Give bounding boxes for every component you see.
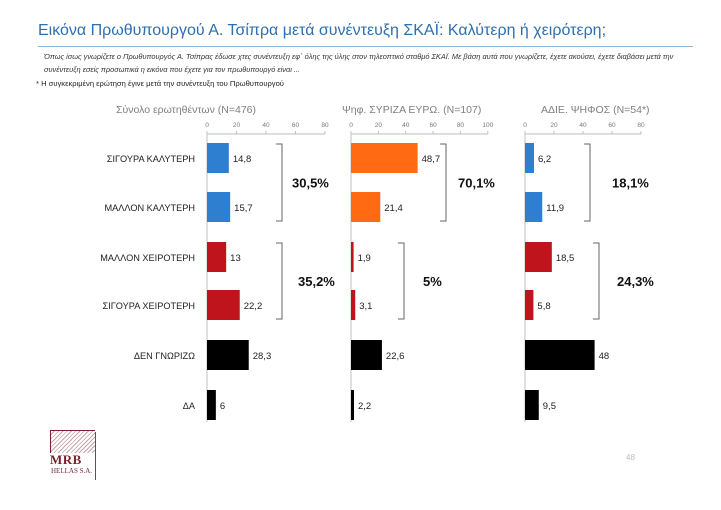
- bar: [207, 390, 216, 420]
- x-tick-label: 0: [349, 122, 353, 129]
- x-tick-label: 60: [292, 122, 300, 129]
- bar: [351, 390, 355, 420]
- group-total-label: 70,1%: [458, 176, 495, 191]
- title-underline: [38, 46, 693, 47]
- bar: [525, 390, 539, 420]
- bar: [351, 192, 381, 222]
- panel-title: Ψηφ. ΣΥΡΙΖΑ ΕΥΡΩ. (N=107): [342, 104, 481, 116]
- group-total-label: 18,1%: [612, 176, 649, 191]
- group-bracket: [593, 242, 600, 320]
- panel-title: ΑΔΙΕ. ΨΗΦΟΣ (N=54*): [541, 104, 650, 116]
- x-tick-label: 80: [321, 122, 329, 129]
- x-tick-label: 40: [402, 122, 410, 129]
- bar-value-label: 3,1: [359, 301, 372, 312]
- bar: [525, 340, 595, 370]
- group-bracket: [276, 143, 283, 222]
- bar-value-label: 1,9: [358, 253, 371, 264]
- bar: [207, 340, 249, 370]
- logo-pattern: [50, 430, 95, 453]
- category-label: ΣΙΓΟΥΡΑ ΧΕΙΡΟΤΕΡΗ: [103, 301, 195, 311]
- bar: [525, 143, 534, 173]
- question-text: Όπως ίσως γνωρίζετε ο Πρωθυπουργός Α. Τσ…: [44, 52, 674, 74]
- bar-value-label: 22,6: [386, 351, 405, 362]
- x-tick-label: 80: [457, 122, 465, 129]
- bar-value-label: 21,4: [384, 203, 403, 214]
- category-label: ΜΑΛΛΟΝ ΧΕΙΡΟΤΕΡΗ: [100, 253, 195, 263]
- bar-value-label: 11,9: [546, 203, 564, 214]
- bar: [351, 340, 382, 370]
- page-number: 48: [626, 453, 635, 462]
- group-total-label: 30,5%: [292, 176, 329, 191]
- bar-value-label: 22,2: [244, 301, 263, 312]
- x-tick-label: 60: [429, 122, 437, 129]
- bar: [207, 143, 229, 173]
- category-label: ΜΑΛΛΟΝ ΚΑΛΥΤΕΡΗ: [104, 203, 195, 213]
- bar-value-label: 2,2: [358, 401, 371, 412]
- bar: [207, 192, 231, 222]
- bar-value-label: 15,7: [234, 203, 253, 214]
- x-tick-label: 0: [205, 122, 209, 129]
- x-tick-label: 40: [262, 122, 270, 129]
- bar: [207, 290, 240, 320]
- bar-value-label: 6,2: [538, 154, 551, 165]
- bar-value-label: 5,8: [537, 301, 550, 312]
- x-tick-label: 20: [550, 122, 558, 129]
- logo-divider: [95, 432, 96, 480]
- footnote: * Η συγκεκριμένη ερώτηση έγινε μετά την …: [36, 79, 284, 88]
- logo-subtitle: HELLAS S.A.: [51, 467, 93, 475]
- bar-value-label: 48: [599, 351, 610, 362]
- x-tick-label: 100: [482, 122, 493, 129]
- bar: [351, 143, 418, 173]
- group-total-label: 24,3%: [617, 274, 654, 289]
- logo-name: MRB: [50, 452, 82, 467]
- x-tick-label: 20: [233, 122, 241, 129]
- group-bracket: [276, 242, 283, 320]
- bar: [351, 290, 356, 320]
- bar-value-label: 48,7: [422, 154, 441, 165]
- bar: [525, 192, 543, 222]
- x-tick-label: 40: [579, 122, 587, 129]
- bar-value-label: 9,5: [543, 401, 556, 412]
- page-title: Εικόνα Πρωθυπουργού Α. Τσίπρα μετά συνέν…: [38, 22, 607, 39]
- group-bracket: [584, 143, 591, 222]
- x-tick-label: 60: [608, 122, 616, 129]
- mrb-logo: MRB HELLAS S.A.: [50, 430, 95, 476]
- panel-title: Σύνολο ερωτηθέντων (N=476): [116, 104, 256, 116]
- bar: [351, 242, 354, 272]
- group-total-label: 35,2%: [298, 274, 335, 289]
- x-tick-label: 20: [375, 122, 383, 129]
- group-total-label: 5%: [423, 274, 442, 289]
- bar: [525, 290, 534, 320]
- x-tick-label: 80: [637, 122, 645, 129]
- x-tick-label: 0: [523, 122, 527, 129]
- group-bracket: [398, 242, 405, 320]
- category-label: ΔΑ: [183, 401, 196, 411]
- bar-value-label: 13: [230, 253, 241, 264]
- group-bracket: [440, 143, 447, 222]
- bar: [525, 242, 552, 272]
- category-label: ΔΕΝ ΓΝΩΡΙΖΩ: [134, 351, 195, 361]
- category-label: ΣΙΓΟΥΡΑ ΚΑΛΥΤΕΡΗ: [107, 154, 195, 164]
- bar: [207, 242, 227, 272]
- bar-value-label: 6: [220, 401, 225, 412]
- bar-value-label: 14,8: [233, 154, 252, 165]
- bar-value-label: 28,3: [253, 351, 272, 362]
- bar-value-label: 18,5: [556, 253, 575, 264]
